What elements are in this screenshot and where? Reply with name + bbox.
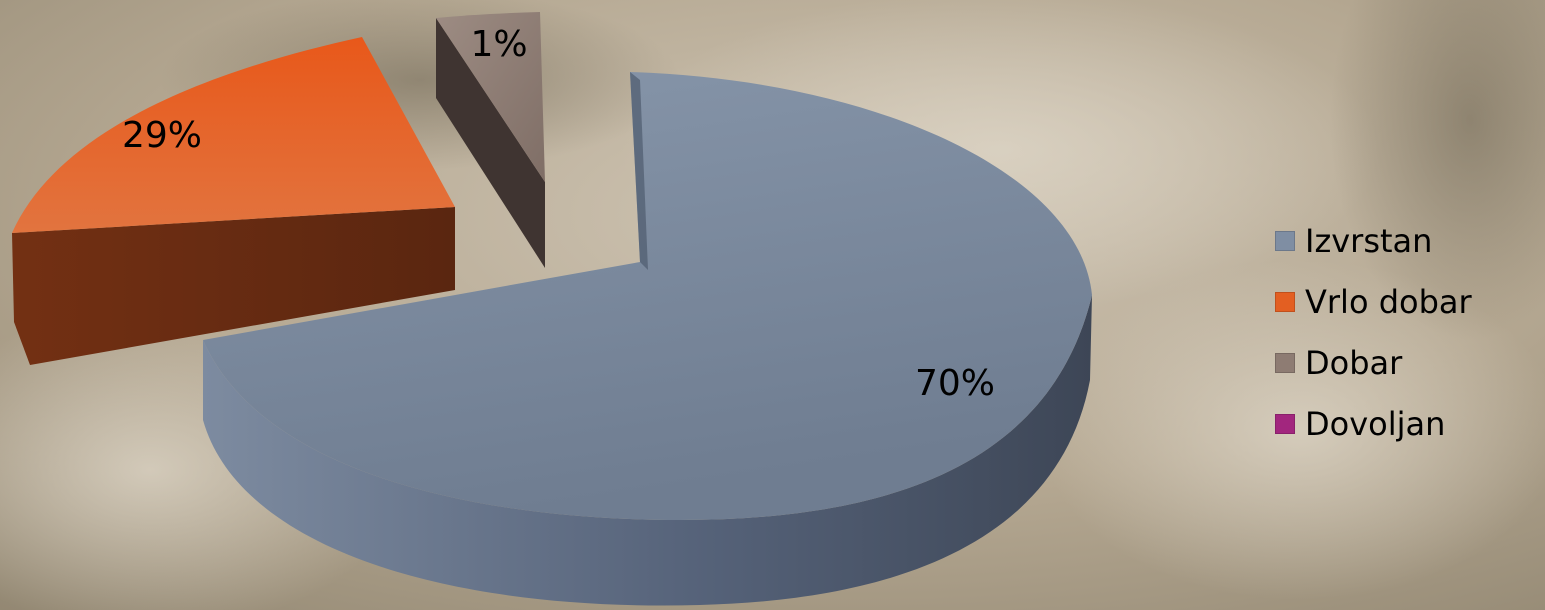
legend-swatch-dobar (1275, 352, 1295, 373)
legend-item-dovoljan: Dovoljan (1275, 393, 1472, 454)
legend-label-vrlo-dobar: Vrlo dobar (1305, 282, 1472, 321)
slice-izvrstan-side (203, 295, 1092, 606)
slice-izvrstan-top (203, 72, 1092, 520)
slice-izvrstan-inner-wall (630, 72, 648, 270)
slice-vrlo-dobar (12, 37, 455, 365)
legend-item-vrlo-dobar: Vrlo dobar (1275, 271, 1472, 332)
legend-swatch-dovoljan (1275, 413, 1295, 434)
slice-dobar-side (436, 18, 545, 268)
legend-swatch-izvrstan (1275, 230, 1295, 251)
data-label-izvrstan: 70% (915, 363, 995, 404)
slice-izvrstan (203, 72, 1092, 606)
slice-dobar (436, 12, 545, 268)
data-label-vrlo-dobar: 29% (122, 115, 202, 156)
legend-item-dobar: Dobar (1275, 332, 1472, 393)
slice-dobar-top (436, 12, 545, 182)
legend-label-dobar: Dobar (1305, 343, 1403, 382)
legend-item-izvrstan: Izvrstan (1275, 210, 1472, 271)
slice-vrlo-dobar-side (12, 207, 455, 365)
data-label-dobar: 1% (470, 24, 527, 65)
legend: Izvrstan Vrlo dobar Dobar Dovoljan (1275, 210, 1472, 454)
legend-label-dovoljan: Dovoljan (1305, 404, 1446, 443)
legend-label-izvrstan: Izvrstan (1305, 221, 1433, 260)
slice-vrlo-dobar-top (12, 37, 455, 233)
legend-swatch-vrlo-dobar (1275, 291, 1295, 312)
